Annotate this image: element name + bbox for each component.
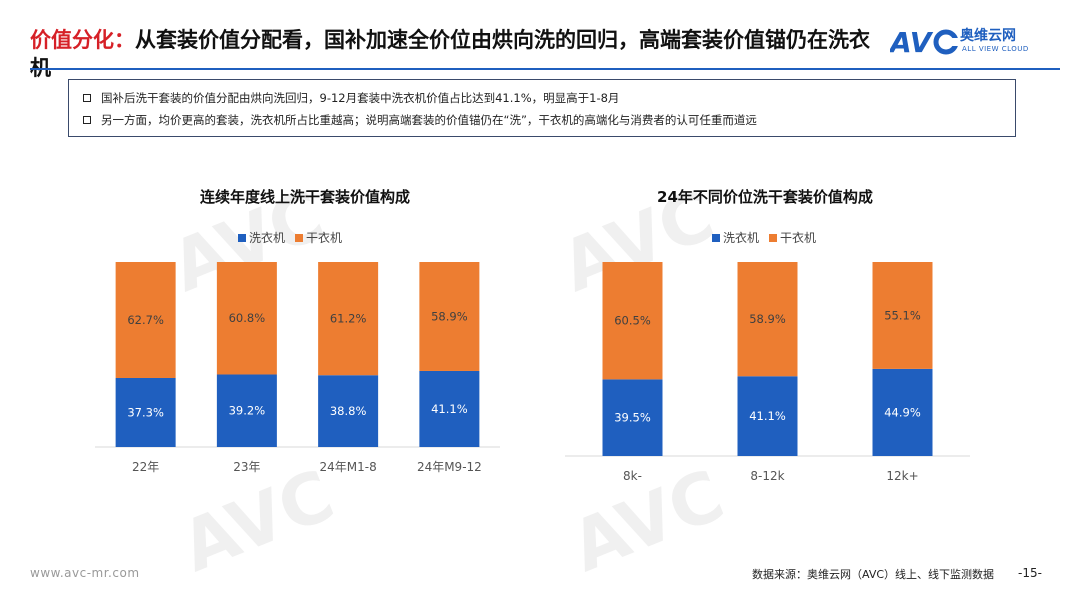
legend-swatch-washer: [238, 233, 246, 242]
x-tick-label: 8-12k: [750, 469, 784, 483]
legend-item-dryer: 干衣机: [295, 229, 342, 246]
avc-logo-icon: AV: [888, 26, 960, 59]
legend-swatch-dryer: [769, 233, 778, 242]
legend-item-dryer: 干衣机: [769, 229, 816, 246]
data-label: 38.8%: [330, 404, 367, 418]
bar-dryer: [419, 262, 480, 371]
bar-washer: [419, 370, 480, 447]
summary-bullet: 另一方面，均价更高的套装，洗衣机所占比重越高；说明高端套装的价值锚仍在“洗”，干…: [83, 109, 1015, 131]
square-bullet-icon: [83, 116, 91, 124]
legend-label-dryer: 干衣机: [306, 231, 343, 245]
title-accent: 价值分化：: [30, 28, 135, 52]
chart-title-price-tier: 24年不同价位洗干套装价值构成: [657, 188, 873, 206]
x-tick-label: 22年: [132, 460, 159, 474]
chart-title-annual: 连续年度线上洗干套装价值构成: [199, 188, 410, 206]
bar-washer: [602, 379, 663, 456]
logo-cn-text: 奥维云网: [960, 28, 1016, 44]
legend-item-washer: 洗衣机: [238, 229, 285, 246]
legend-annual: 洗衣机 干衣机: [238, 229, 352, 246]
data-label: 60.5%: [614, 314, 651, 328]
footer-url: www.avc-mr.com: [30, 566, 140, 580]
legend-swatch-washer: [712, 233, 720, 242]
title-divider: [30, 68, 1060, 70]
summary-bullet: 国补后洗干套装的价值分配由烘向洗回归，9-12月套装中洗衣机价值占比达到41.1…: [83, 87, 1015, 109]
legend-item-washer: 洗衣机: [712, 229, 759, 246]
legend-swatch-dryer: [295, 233, 304, 242]
legend-label-washer: 洗衣机: [249, 231, 286, 245]
summary-box: 国补后洗干套装的价值分配由烘向洗回归，9-12月套装中洗衣机价值占比达到41.1…: [68, 79, 1016, 137]
x-tick-label: 24年M9-12: [417, 460, 482, 474]
svg-text:AV: AV: [890, 26, 934, 58]
data-label: 39.5%: [614, 411, 651, 425]
summary-bullet-text: 国补后洗干套装的价值分配由烘向洗回归，9-12月套装中洗衣机价值占比达到41.1…: [101, 91, 620, 105]
bar-washer: [115, 377, 176, 447]
x-tick-label: 8k-: [623, 469, 642, 483]
data-label: 39.2%: [229, 404, 266, 418]
data-label: 58.9%: [431, 309, 468, 323]
square-bullet-icon: [83, 94, 91, 102]
logo-en-text: ALL VIEW CLOUD: [962, 45, 1029, 53]
page-number: -15-: [1018, 566, 1042, 580]
bar-washer: [216, 374, 277, 447]
legend-price-tier: 洗衣机 干衣机: [712, 229, 826, 246]
bar-dryer: [216, 262, 277, 375]
bar-dryer: [872, 262, 933, 369]
data-label: 41.1%: [749, 409, 786, 423]
summary-bullet-text: 另一方面，均价更高的套装，洗衣机所占比重越高；说明高端套装的价值锚仍在“洗”，干…: [101, 113, 757, 127]
data-label: 58.9%: [749, 312, 786, 326]
x-tick-label: 24年M1-8: [320, 460, 377, 474]
bar-dryer: [318, 262, 379, 376]
data-label: 41.1%: [431, 402, 468, 416]
data-label: 55.1%: [884, 308, 921, 322]
data-label: 60.8%: [229, 311, 266, 325]
footer-source: 数据来源：奥维云网（AVC）线上、线下监测数据: [752, 568, 995, 581]
legend-label-washer: 洗衣机: [723, 231, 760, 245]
bar-washer: [872, 368, 933, 456]
bar-dryer: [737, 262, 798, 377]
brand-logo: AV 奥维云网 ALL VIEW CLOUD: [888, 22, 1060, 62]
bar-dryer: [115, 262, 176, 378]
x-tick-label: 23年: [233, 460, 260, 474]
legend-label-dryer: 干衣机: [780, 231, 817, 245]
data-label: 37.3%: [127, 405, 164, 419]
bar-washer: [737, 376, 798, 456]
data-label: 61.2%: [330, 312, 367, 326]
data-label: 44.9%: [884, 405, 921, 419]
title-main: 从套装价值分配看，国补加速全价位由烘向洗的回归，高端套装价值锚仍在洗衣机: [30, 28, 870, 80]
bar-washer: [318, 375, 379, 447]
data-label: 62.7%: [127, 313, 164, 327]
x-tick-label: 12k+: [886, 469, 918, 483]
bar-dryer: [602, 262, 663, 380]
page-title: 价值分化：从套装价值分配看，国补加速全价位由烘向洗的回归，高端套装价值锚仍在洗衣…: [30, 26, 890, 82]
